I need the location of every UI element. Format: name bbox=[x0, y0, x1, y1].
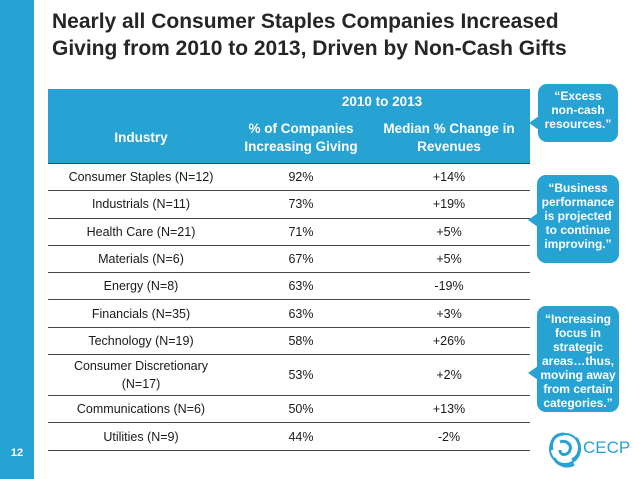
table-row: Communications (N=6) 50% +13% bbox=[48, 395, 530, 424]
pct-cell: 63% bbox=[234, 272, 368, 301]
revenue-change-cell: +13% bbox=[368, 395, 530, 424]
industry-cell: Utilities (N=9) bbox=[48, 422, 234, 451]
giving-table: 2010 to 2013 Industry % of Companies Inc… bbox=[48, 89, 530, 451]
left-accent-bar bbox=[0, 0, 34, 479]
pct-cell: 63% bbox=[234, 299, 368, 328]
pct-cell: 92% bbox=[234, 163, 368, 192]
callout-excess-resources: “Excess non-cash resources.” bbox=[529, 84, 618, 142]
pct-cell: 53% bbox=[234, 354, 368, 397]
table-row: Energy (N=8) 63% -19% bbox=[48, 272, 530, 301]
table-row: Materials (N=6) 67% +5% bbox=[48, 245, 530, 274]
cecp-logo-icon bbox=[549, 432, 581, 468]
pct-cell: 67% bbox=[234, 245, 368, 274]
slide-title: Nearly all Consumer Staples Companies In… bbox=[52, 10, 567, 60]
revenue-change-cell: +3% bbox=[368, 299, 530, 328]
pct-cell: 71% bbox=[234, 218, 368, 246]
revenue-change-cell: +5% bbox=[368, 218, 530, 246]
industry-cell: Technology (N=19) bbox=[48, 327, 234, 356]
table-row: Consumer Discretionary (N=17) 53% +2% bbox=[48, 354, 530, 397]
industry-cell: Communications (N=6) bbox=[48, 395, 234, 424]
callout-business-performance: “Business performance is projected to co… bbox=[528, 175, 619, 263]
table-row: Health Care (N=21) 71% +5% bbox=[48, 218, 530, 246]
industry-cell: Energy (N=8) bbox=[48, 272, 234, 301]
table-row: Technology (N=19) 58% +26% bbox=[48, 327, 530, 356]
table-row: Industrials (N=11) 73% +19% bbox=[48, 190, 530, 219]
industry-cell: Materials (N=6) bbox=[48, 245, 234, 274]
revenue-change-cell: +19% bbox=[368, 190, 530, 219]
industry-cell: Industrials (N=11) bbox=[48, 190, 234, 219]
revenue-change-cell: +2% bbox=[368, 354, 530, 397]
revenue-change-cell: +5% bbox=[368, 245, 530, 274]
table-row: Consumer Staples (N=12) 92% +14% bbox=[48, 163, 530, 192]
column-header-median-change: Median % Change in Revenues bbox=[368, 113, 530, 164]
pct-cell: 73% bbox=[234, 190, 368, 219]
revenue-change-cell: +26% bbox=[368, 327, 530, 356]
pct-cell: 50% bbox=[234, 395, 368, 424]
industry-cell: Financials (N=35) bbox=[48, 299, 234, 328]
industry-cell: Health Care (N=21) bbox=[48, 218, 234, 246]
revenue-change-cell: -19% bbox=[368, 272, 530, 301]
revenue-change-cell: -2% bbox=[368, 422, 530, 451]
column-header-pct-increasing: % of Companies Increasing Giving bbox=[234, 113, 368, 164]
page-number: 12 bbox=[10, 447, 24, 459]
pct-cell: 58% bbox=[234, 327, 368, 356]
header-blank bbox=[48, 89, 234, 113]
table-row: Utilities (N=9) 44% -2% bbox=[48, 422, 530, 451]
logo-text: CECP bbox=[583, 438, 631, 457]
pct-cell: 44% bbox=[234, 422, 368, 451]
industry-cell: Consumer Discretionary (N=17) bbox=[48, 354, 234, 397]
callout-strategic-focus: “Increasing focus in strategic areas…thu… bbox=[528, 306, 619, 412]
revenue-change-cell: +14% bbox=[368, 163, 530, 192]
column-header-industry: Industry bbox=[48, 113, 234, 164]
table-row: Financials (N=35) 63% +3% bbox=[48, 299, 530, 328]
industry-cell: Consumer Staples (N=12) bbox=[48, 163, 234, 192]
period-header: 2010 to 2013 bbox=[234, 89, 530, 113]
